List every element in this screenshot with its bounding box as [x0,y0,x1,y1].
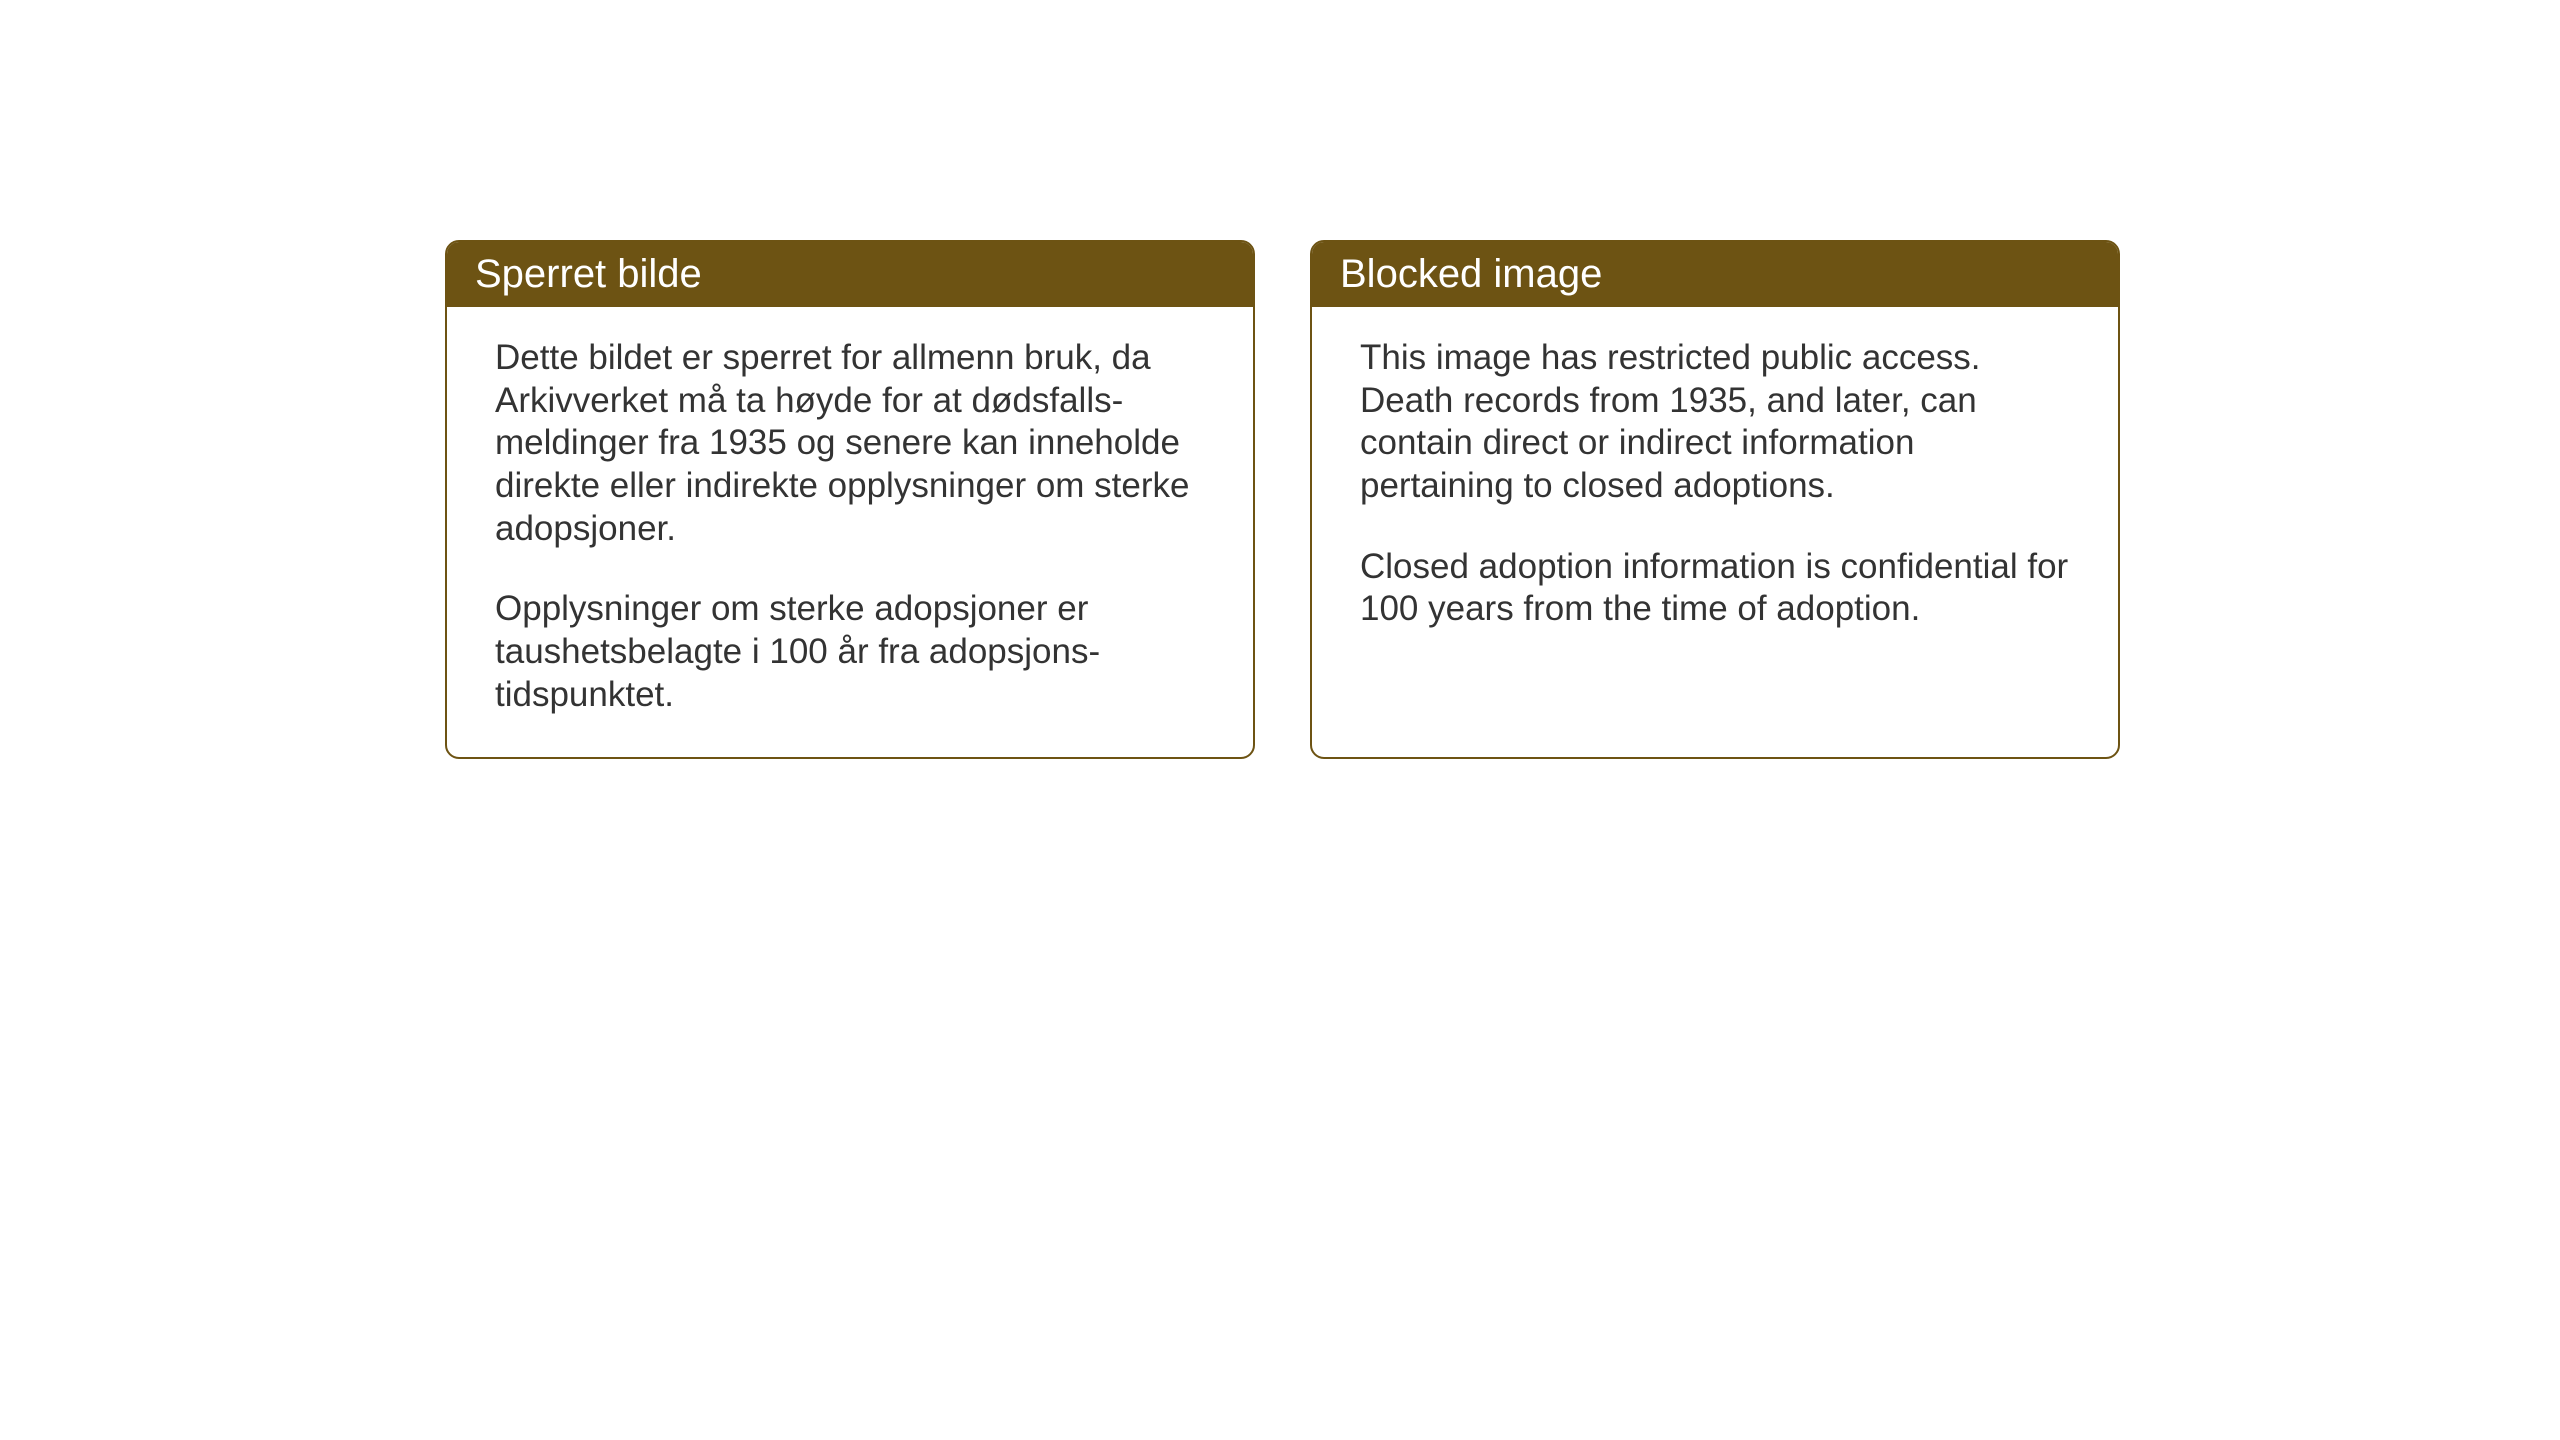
english-notice-card: Blocked image This image has restricted … [1310,240,2120,759]
english-card-title: Blocked image [1312,242,2118,307]
english-paragraph-1: This image has restricted public access.… [1360,337,2070,508]
norwegian-paragraph-1: Dette bildet er sperret for allmenn bruk… [495,337,1205,550]
norwegian-notice-card: Sperret bilde Dette bildet er sperret fo… [445,240,1255,759]
english-card-body: This image has restricted public access.… [1312,307,2118,722]
norwegian-paragraph-2: Opplysninger om sterke adopsjoner er tau… [495,588,1205,716]
norwegian-card-body: Dette bildet er sperret for allmenn bruk… [447,307,1253,757]
notice-container: Sperret bilde Dette bildet er sperret fo… [445,240,2120,759]
english-paragraph-2: Closed adoption information is confident… [1360,546,2070,631]
norwegian-card-title: Sperret bilde [447,242,1253,307]
